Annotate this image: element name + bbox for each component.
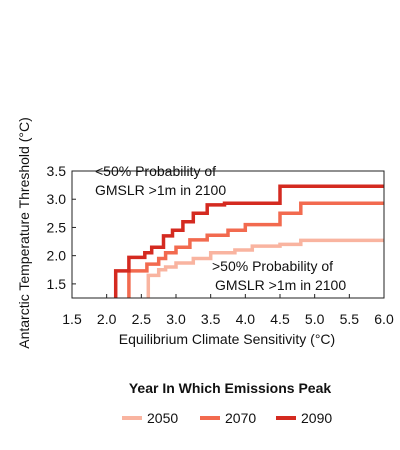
x-axis-label: Equilibrium Climate Sensitivity (°C) xyxy=(119,331,335,347)
annotation-upper-line-1: <50% Probability of xyxy=(95,163,216,179)
series-line-2090 xyxy=(113,184,384,298)
legend: 2050 2070 2090 xyxy=(122,410,332,426)
x-tick-label: 5.5 xyxy=(340,311,360,327)
legend-label-2070: 2070 xyxy=(225,410,256,426)
x-tick-label: 6.0 xyxy=(374,311,394,327)
annotation-upper-line-2: GMSLR >1m in 2100 xyxy=(95,182,226,198)
x-tick-label: 3.5 xyxy=(201,311,221,327)
x-tick-label: 4.0 xyxy=(236,311,256,327)
annotation-lower-line-1: >50% Probability of xyxy=(212,258,333,274)
y-tick-label: 1.5 xyxy=(47,276,67,292)
x-tick-label: 2.0 xyxy=(97,311,117,327)
x-tick-label: 1.5 xyxy=(62,311,82,327)
y-axis-label: Antarctic Temperature Threshold (°C) xyxy=(16,117,32,349)
legend-label-2050: 2050 xyxy=(147,410,178,426)
x-tick-label: 4.5 xyxy=(270,311,290,327)
y-tick-label: 3.0 xyxy=(47,191,67,207)
axes: 1.5 2.0 2.5 3.0 3.5 4.0 4.5 5.0 5.5 6.0 1.5 2.0 2.5 3… xyxy=(47,163,394,327)
series-line-2050 xyxy=(146,238,384,298)
y-tick-label: 3.5 xyxy=(47,163,67,179)
y-tick-label: 2.5 xyxy=(47,219,67,235)
annotation-lower-line-2: GMSLR >1m in 2100 xyxy=(215,277,346,293)
y-tick-label: 2.0 xyxy=(47,248,67,264)
x-tick-label: 2.5 xyxy=(132,311,152,327)
series-lines xyxy=(113,184,384,298)
x-tick-label: 5.0 xyxy=(305,311,325,327)
x-tick-label: 3.0 xyxy=(166,311,186,327)
legend-label-2090: 2090 xyxy=(301,410,332,426)
series-line-2070 xyxy=(127,201,384,298)
plot-frame xyxy=(71,170,385,299)
legend-title: Year In Which Emissions Peak xyxy=(129,380,332,396)
